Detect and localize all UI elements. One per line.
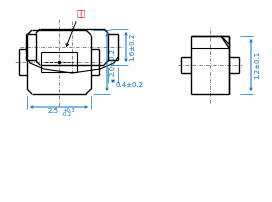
Text: 1.6±0.2: 1.6±0.2 [129,33,135,61]
Text: 2.5: 2.5 [48,108,58,114]
Text: 0.4±0.2: 0.4±0.2 [115,82,143,88]
Text: -0.2: -0.2 [62,112,72,117]
Text: 1.2±0.1: 1.2±0.1 [254,51,260,79]
Text: 2.0±0.2: 2.0±0.2 [110,48,116,76]
Text: +0.3: +0.3 [62,108,75,113]
Text: 标识: 标识 [76,9,86,18]
